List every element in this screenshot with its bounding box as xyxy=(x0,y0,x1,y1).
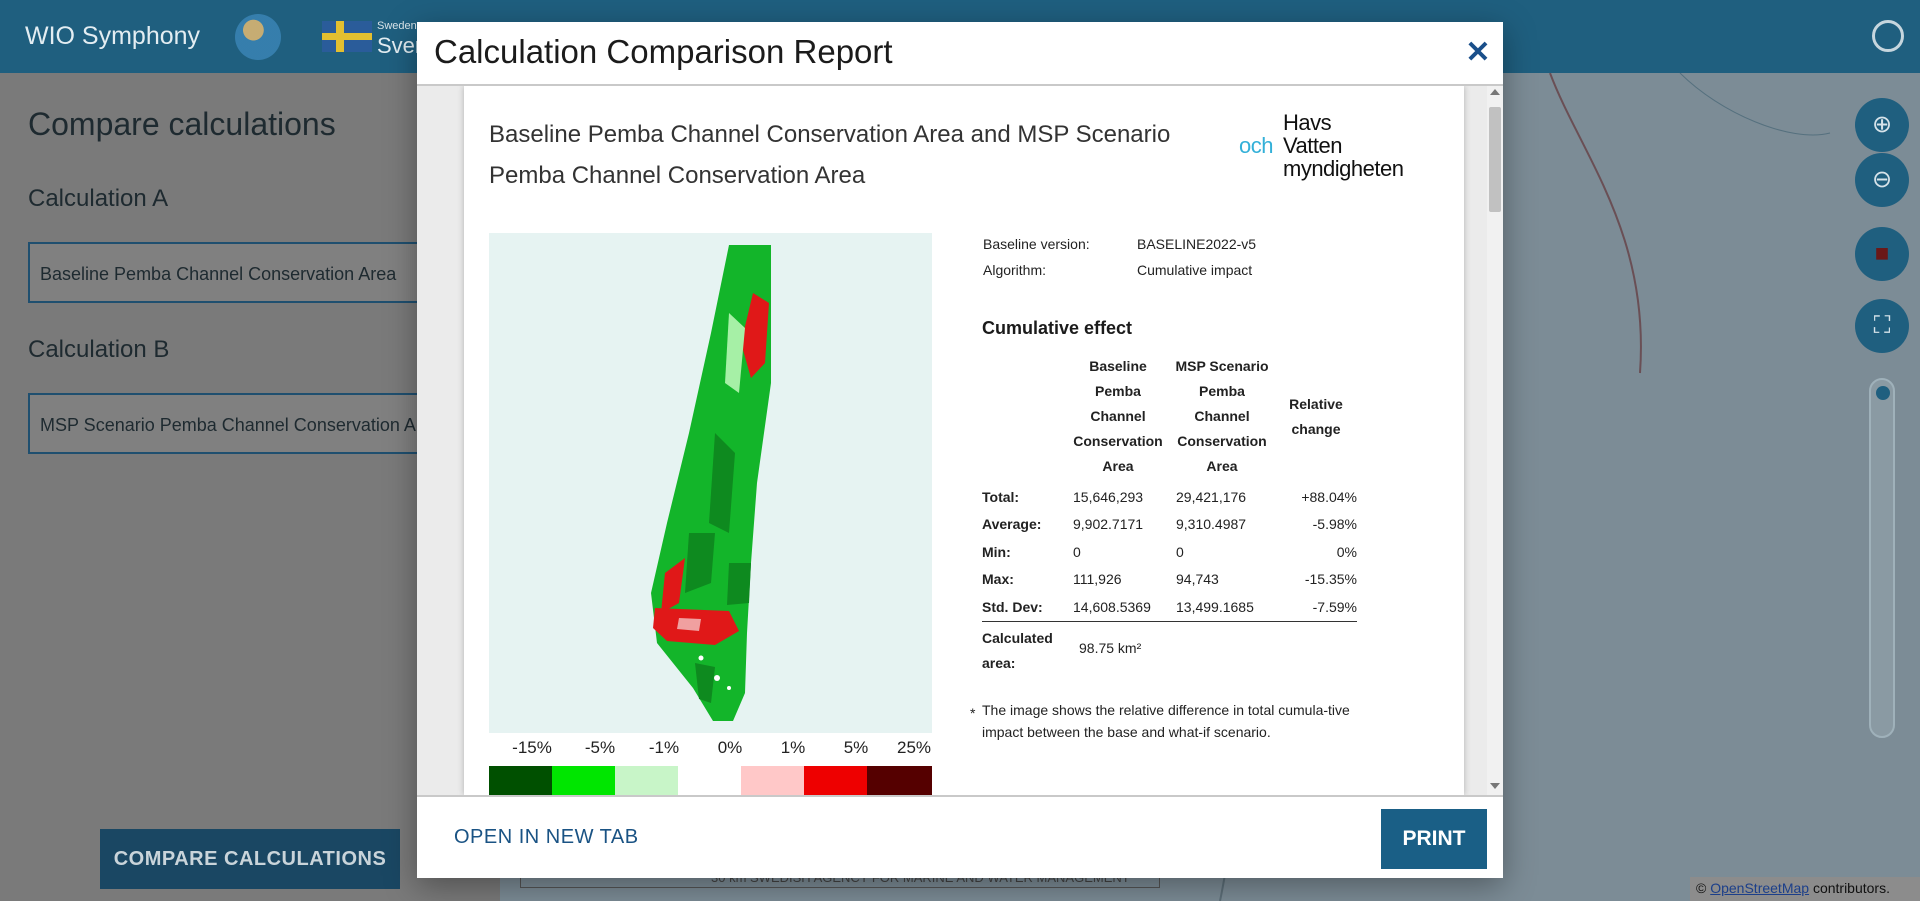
cumulative-effect-heading: Cumulative effect xyxy=(982,318,1133,338)
total-baseline: 15,646,293 xyxy=(1073,489,1144,505)
column-header-baseline: Baseline Pemba Channel Conservation Area xyxy=(1073,358,1163,474)
column-header-relative-change: Relative change xyxy=(1289,396,1343,437)
algorithm-value: Cumulative impact xyxy=(1137,262,1253,278)
calculation-a-select[interactable]: Baseline Pemba Channel Conservation Area xyxy=(28,242,468,303)
fit-extent-icon: ⛶ xyxy=(1873,312,1891,339)
logo-text-och: och xyxy=(1239,133,1273,158)
sidebar xyxy=(0,73,500,901)
legend-swatch xyxy=(804,766,868,795)
fit-extent-button[interactable]: ⛶ xyxy=(1855,299,1909,353)
zoom-out-button[interactable]: ⊖ xyxy=(1855,153,1909,207)
max-scenario: 94,743 xyxy=(1176,571,1219,587)
row-label-total: Total: xyxy=(982,489,1020,505)
attribution-prefix: © xyxy=(1696,880,1711,896)
dialog-header-divider xyxy=(417,84,1503,86)
report-title: Baseline Pemba Channel Conservation Area… xyxy=(489,121,1171,189)
row-label-average: Average: xyxy=(982,516,1042,532)
zoom-in-button[interactable]: ⊕ xyxy=(1855,98,1909,152)
openstreetmap-link[interactable]: OpenStreetMap xyxy=(1710,880,1810,896)
column-header-scenario: MSP Scenario Pemba Channel Conservation … xyxy=(1175,358,1269,474)
delete-button[interactable]: ■ xyxy=(1855,227,1909,281)
legend-swatch xyxy=(867,766,932,795)
relative-difference-map-image xyxy=(489,233,932,733)
baseline-version-value: BASELINE2022-v5 xyxy=(1137,236,1257,252)
map-legend: -15% -5% -1% 0% 1% 5% 25% xyxy=(489,738,932,795)
average-baseline: 9,902.7171 xyxy=(1073,516,1144,532)
dialog-title: Calculation Comparison Report xyxy=(434,33,893,70)
total-change: +88.04% xyxy=(1301,489,1357,505)
globe-logo-icon xyxy=(235,14,281,60)
row-label-min: Min: xyxy=(982,544,1011,560)
report-page: Baseline Pemba Channel Conservation Area… xyxy=(464,86,1464,795)
baseline-version-label: Baseline version: xyxy=(983,236,1090,252)
print-button[interactable]: PRINT xyxy=(1381,809,1487,869)
legend-label: 5% xyxy=(843,738,869,757)
total-scenario: 29,421,176 xyxy=(1176,489,1247,505)
legend-label: -1% xyxy=(648,738,680,757)
min-change: 0% xyxy=(1336,544,1357,560)
attribution-suffix: contributors. xyxy=(1809,880,1890,896)
calculation-b-label: Calculation B xyxy=(28,336,170,363)
std-dev-change: -7.59% xyxy=(1312,599,1357,615)
max-change: -15.35% xyxy=(1304,571,1357,587)
logo-text-myndigheten: myndigheten xyxy=(1283,156,1404,181)
zoom-slider-handle[interactable] xyxy=(1876,386,1890,400)
delete-icon: ■ xyxy=(1874,240,1890,267)
std-dev-baseline: 14,608.5369 xyxy=(1073,599,1151,615)
scroll-up-icon[interactable] xyxy=(1490,89,1500,95)
legend-label: 0% xyxy=(717,738,743,757)
average-change: -5.98% xyxy=(1312,516,1357,532)
algorithm-label: Algorithm: xyxy=(983,262,1047,278)
comparison-report-dialog: Calculation Comparison Report ✕ Baseline… xyxy=(417,22,1503,878)
legend-label: -5% xyxy=(584,738,616,757)
close-icon[interactable]: ✕ xyxy=(1465,36,1491,69)
sidebar-heading: Compare calculations xyxy=(28,106,336,142)
app-title: WIO Symphony xyxy=(25,22,201,50)
row-label-std-dev: Std. Dev: xyxy=(982,599,1043,615)
footnote-text: The image shows the relative difference … xyxy=(982,702,1350,740)
legend-label: 25% xyxy=(896,738,932,757)
legend-swatch xyxy=(489,766,553,795)
calculated-area-label: Calculated area: xyxy=(982,630,1053,671)
user-icon[interactable] xyxy=(1872,20,1904,52)
country-label-small: Sweden xyxy=(377,20,417,32)
zoom-slider[interactable] xyxy=(1869,378,1895,738)
calculation-b-select[interactable]: MSP Scenario Pemba Channel Conservation … xyxy=(28,393,468,454)
map-attribution: © OpenStreetMap contributors. xyxy=(1690,877,1920,901)
compare-calculations-button[interactable]: COMPARE CALCULATIONS xyxy=(100,829,400,889)
zoom-in-icon: ⊕ xyxy=(1871,111,1893,138)
sweden-flag-icon[interactable] xyxy=(322,21,372,52)
scrollbar-thumb[interactable] xyxy=(1489,107,1501,212)
legend-swatch xyxy=(678,766,742,795)
calculation-a-label: Calculation A xyxy=(28,185,169,212)
legend-swatch xyxy=(615,766,679,795)
row-label-max: Max: xyxy=(982,571,1014,587)
average-scenario: 9,310.4987 xyxy=(1176,516,1247,532)
open-in-new-tab-button[interactable]: OPEN IN NEW TAB xyxy=(454,826,639,848)
report-viewport[interactable]: Baseline Pemba Channel Conservation Area… xyxy=(417,86,1487,795)
zoom-out-icon: ⊖ xyxy=(1871,166,1893,193)
std-dev-scenario: 13,499.1685 xyxy=(1176,599,1254,615)
min-scenario: 0 xyxy=(1176,544,1184,560)
footnote-asterisk: * xyxy=(970,705,976,721)
havs-och-vatten-logo: Havs och Vatten myndigheten xyxy=(1239,110,1429,190)
dialog-footer-divider xyxy=(417,795,1503,797)
report-scrollbar[interactable] xyxy=(1487,86,1503,795)
legend-label: 1% xyxy=(780,738,806,757)
max-baseline: 111,926 xyxy=(1073,571,1122,587)
scroll-down-icon[interactable] xyxy=(1490,783,1500,789)
min-baseline: 0 xyxy=(1073,544,1081,560)
table-divider xyxy=(982,621,1357,622)
legend-label: -15% xyxy=(512,738,552,757)
legend-swatch xyxy=(552,766,616,795)
logo-text-havs: Havs xyxy=(1283,110,1332,135)
calculated-area-value: 98.75 km² xyxy=(1079,640,1142,656)
legend-swatch xyxy=(741,766,805,795)
logo-text-vatten: Vatten xyxy=(1283,133,1342,158)
